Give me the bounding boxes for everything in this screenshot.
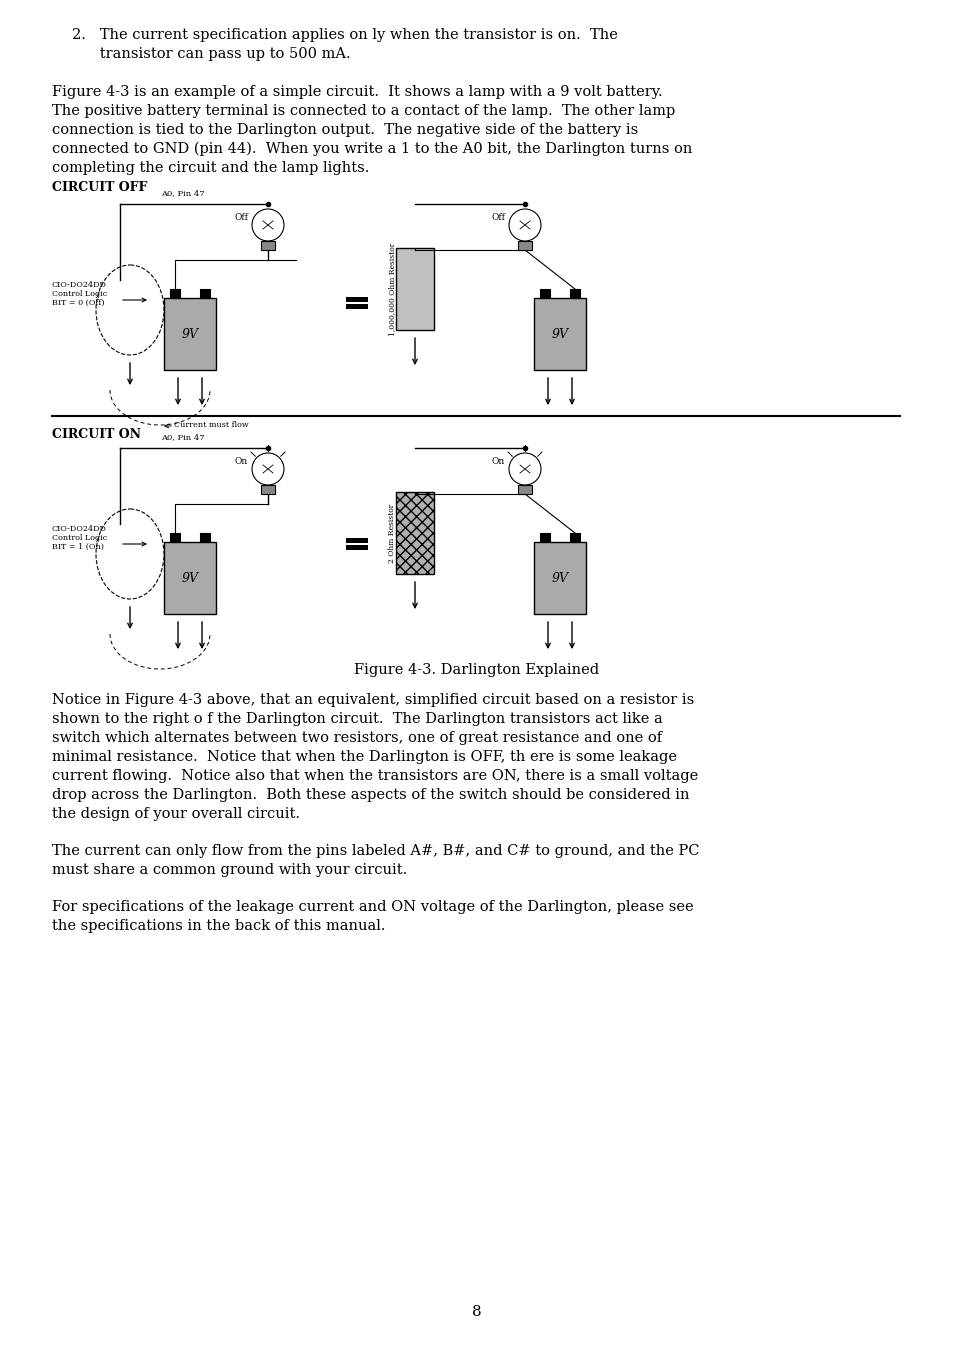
Text: shown to the right o f the Darlington circuit.  The Darlington transistors act l: shown to the right o f the Darlington ci… — [52, 712, 662, 726]
Text: minimal resistance.  Notice that when the Darlington is OFF, th ere is some leak: minimal resistance. Notice that when the… — [52, 750, 677, 764]
Text: Current must flow: Current must flow — [173, 421, 249, 429]
Circle shape — [509, 453, 540, 486]
Text: CIO-DO24DD
Control Logic
BIT = 0 (Off): CIO-DO24DD Control Logic BIT = 0 (Off) — [52, 281, 107, 308]
Circle shape — [252, 453, 284, 486]
Text: connected to GND (pin 44).  When you write a 1 to the A0 bit, the Darlington tur: connected to GND (pin 44). When you writ… — [52, 142, 692, 156]
Bar — [395, 248, 434, 331]
Bar — [569, 289, 579, 298]
Text: 9V: 9V — [551, 572, 568, 584]
Bar — [200, 533, 210, 542]
Bar — [534, 298, 585, 370]
Bar — [346, 538, 368, 544]
Text: drop across the Darlington.  Both these aspects of the switch should be consider: drop across the Darlington. Both these a… — [52, 788, 689, 803]
Text: transistor can pass up to 500 mA.: transistor can pass up to 500 mA. — [71, 47, 351, 61]
Text: 1,000,000 Ohm Resistor: 1,000,000 Ohm Resistor — [388, 243, 395, 336]
Bar — [164, 542, 215, 614]
Text: CIRCUIT OFF: CIRCUIT OFF — [52, 181, 147, 194]
Circle shape — [252, 209, 284, 241]
Text: For specifications of the leakage current and ON voltage of the Darlington, plea: For specifications of the leakage curren… — [52, 900, 693, 915]
Text: Off: Off — [233, 213, 248, 223]
Text: completing the circuit and the lamp lights.: completing the circuit and the lamp ligh… — [52, 161, 369, 175]
Text: connection is tied to the Darlington output.  The negative side of the battery i: connection is tied to the Darlington out… — [52, 123, 638, 138]
Text: current flowing.  Notice also that when the transistors are ON, there is a small: current flowing. Notice also that when t… — [52, 769, 698, 782]
Text: CIO-DO24DD
Control Logic
BIT = 1 (On): CIO-DO24DD Control Logic BIT = 1 (On) — [52, 525, 107, 552]
Bar — [200, 289, 210, 298]
Text: CIRCUIT ON: CIRCUIT ON — [52, 428, 141, 441]
Text: 9V: 9V — [551, 328, 568, 340]
Bar — [346, 304, 368, 309]
Text: The current can only flow from the pins labeled A#, B#, and C# to ground, and th: The current can only flow from the pins … — [52, 844, 699, 858]
Text: Figure 4-3 is an example of a simple circuit.  It shows a lamp with a 9 volt bat: Figure 4-3 is an example of a simple cir… — [52, 85, 662, 98]
Bar — [569, 533, 579, 542]
Bar — [517, 486, 532, 494]
Text: A0, Pin 47: A0, Pin 47 — [161, 189, 204, 197]
Bar — [164, 298, 215, 370]
Bar — [170, 533, 180, 542]
Text: The positive battery terminal is connected to a contact of the lamp.  The other : The positive battery terminal is connect… — [52, 104, 675, 117]
Bar — [261, 486, 274, 494]
Text: 2.   The current specification applies on ly when the transistor is on.  The: 2. The current specification applies on … — [71, 28, 618, 42]
Bar — [261, 241, 274, 250]
Text: Notice in Figure 4-3 above, that an equivalent, simplified circuit based on a re: Notice in Figure 4-3 above, that an equi… — [52, 693, 694, 707]
Text: the specifications in the back of this manual.: the specifications in the back of this m… — [52, 919, 385, 934]
Text: must share a common ground with your circuit.: must share a common ground with your cir… — [52, 863, 407, 877]
Bar — [534, 542, 585, 614]
Bar — [395, 492, 434, 575]
Text: 9V: 9V — [181, 572, 198, 584]
Bar — [517, 241, 532, 250]
Text: On: On — [491, 457, 504, 465]
Text: 9V: 9V — [181, 328, 198, 340]
Text: switch which alternates between two resistors, one of great resistance and one o: switch which alternates between two resi… — [52, 731, 661, 745]
Text: On: On — [234, 457, 248, 465]
Text: Figure 4-3. Darlington Explained: Figure 4-3. Darlington Explained — [355, 662, 598, 677]
Text: Off: Off — [491, 213, 504, 223]
Circle shape — [509, 209, 540, 241]
Text: 2 Ohm Resistor: 2 Ohm Resistor — [388, 503, 395, 563]
Bar — [170, 289, 180, 298]
Text: 8: 8 — [472, 1304, 481, 1319]
Text: A0, Pin 47: A0, Pin 47 — [161, 433, 204, 441]
Text: the design of your overall circuit.: the design of your overall circuit. — [52, 807, 299, 822]
Bar — [539, 533, 550, 542]
Bar — [346, 545, 368, 550]
Bar — [346, 297, 368, 302]
Bar — [539, 289, 550, 298]
